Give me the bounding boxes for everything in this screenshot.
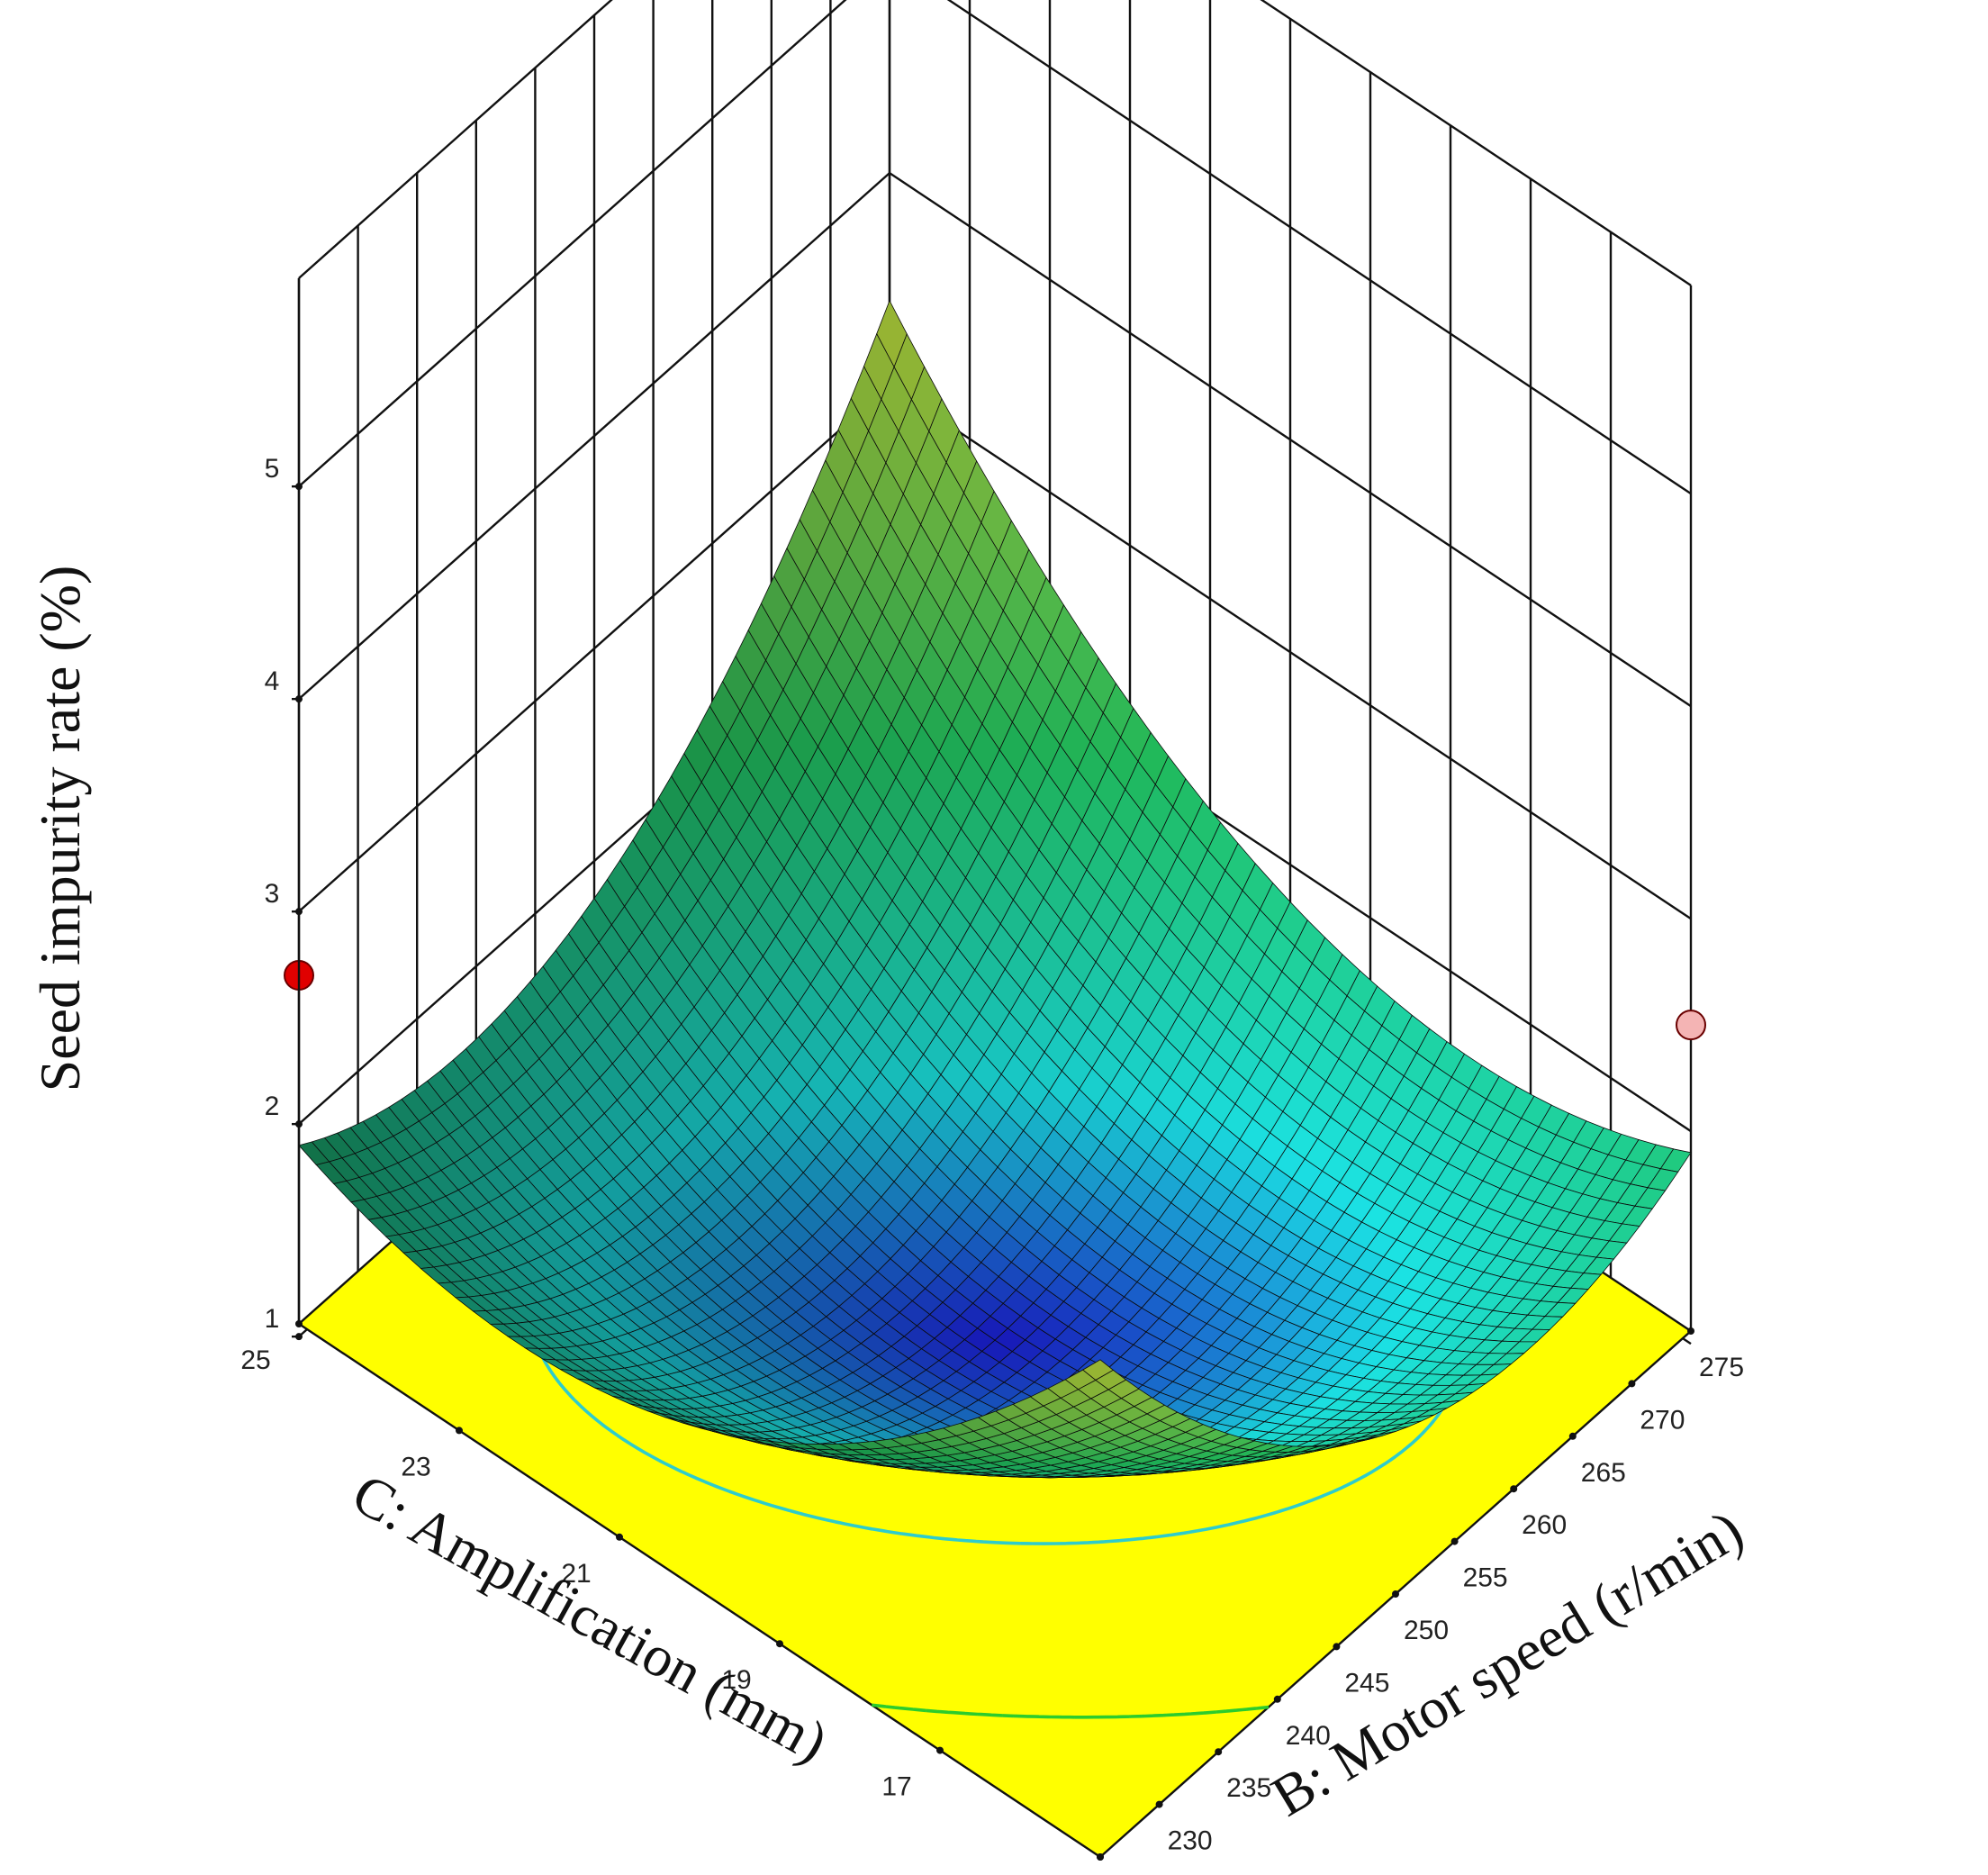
x-tick-label: 265 bbox=[1581, 1458, 1626, 1488]
x-tick-label: 240 bbox=[1286, 1721, 1331, 1751]
axes: 1234522523023524024525025526026527027515… bbox=[240, 277, 1744, 1861]
x-tick-label: 275 bbox=[1699, 1353, 1744, 1382]
z-tick-label: 1 bbox=[265, 1304, 280, 1334]
x-tick-dot bbox=[1333, 1643, 1341, 1651]
x-tick-label: 230 bbox=[1168, 1826, 1213, 1856]
response-surface bbox=[298, 299, 1692, 1479]
x-tick-dot bbox=[1392, 1590, 1399, 1598]
z-tick-dot bbox=[295, 1120, 303, 1128]
z-tick-label: 2 bbox=[265, 1091, 280, 1121]
z-tick-dot bbox=[295, 695, 303, 703]
design-point bbox=[1676, 1010, 1706, 1041]
x-tick-label: 260 bbox=[1522, 1510, 1567, 1540]
x-tick-dot bbox=[1273, 1695, 1281, 1703]
x-tick-dot bbox=[1155, 1800, 1163, 1808]
y-tick-label: 19 bbox=[721, 1665, 751, 1695]
x-tick-label: 235 bbox=[1226, 1773, 1271, 1803]
x-tick-dot bbox=[1510, 1485, 1518, 1493]
z-tick-label: 5 bbox=[265, 454, 280, 484]
z-axis-title: Seed impurity rate (%) bbox=[28, 566, 92, 1092]
surface-facet bbox=[1081, 1359, 1115, 1381]
y-tick-label: 17 bbox=[881, 1772, 911, 1802]
y-tick-label: 21 bbox=[561, 1559, 591, 1589]
z-tick-label: 4 bbox=[265, 666, 280, 696]
x-tick-label: 270 bbox=[1640, 1405, 1685, 1435]
x-tick-label: 255 bbox=[1463, 1563, 1508, 1593]
y-tick-dot bbox=[1097, 1853, 1104, 1861]
z-tick-dot bbox=[295, 908, 303, 916]
z-tick-label: 3 bbox=[265, 879, 280, 909]
x-tick-dot bbox=[1215, 1748, 1223, 1756]
y-tick-dot bbox=[936, 1746, 944, 1754]
y-tick-dot bbox=[616, 1533, 623, 1541]
y-tick-label: 25 bbox=[240, 1345, 270, 1375]
x-tick-label: 245 bbox=[1344, 1668, 1389, 1698]
x-tick-dot bbox=[1628, 1380, 1636, 1388]
x-tick-dot bbox=[1450, 1537, 1459, 1545]
z-tick-dot bbox=[295, 1333, 303, 1341]
x-tick-dot bbox=[1568, 1432, 1577, 1440]
y-tick-label: 23 bbox=[401, 1452, 430, 1481]
y-tick-dot bbox=[776, 1640, 783, 1648]
y-tick-dot bbox=[456, 1427, 463, 1435]
y-tick-dot bbox=[295, 1320, 303, 1327]
x-tick-label: 250 bbox=[1404, 1616, 1449, 1645]
z-tick-dot bbox=[295, 483, 303, 491]
x-tick-dot bbox=[1687, 1327, 1694, 1335]
